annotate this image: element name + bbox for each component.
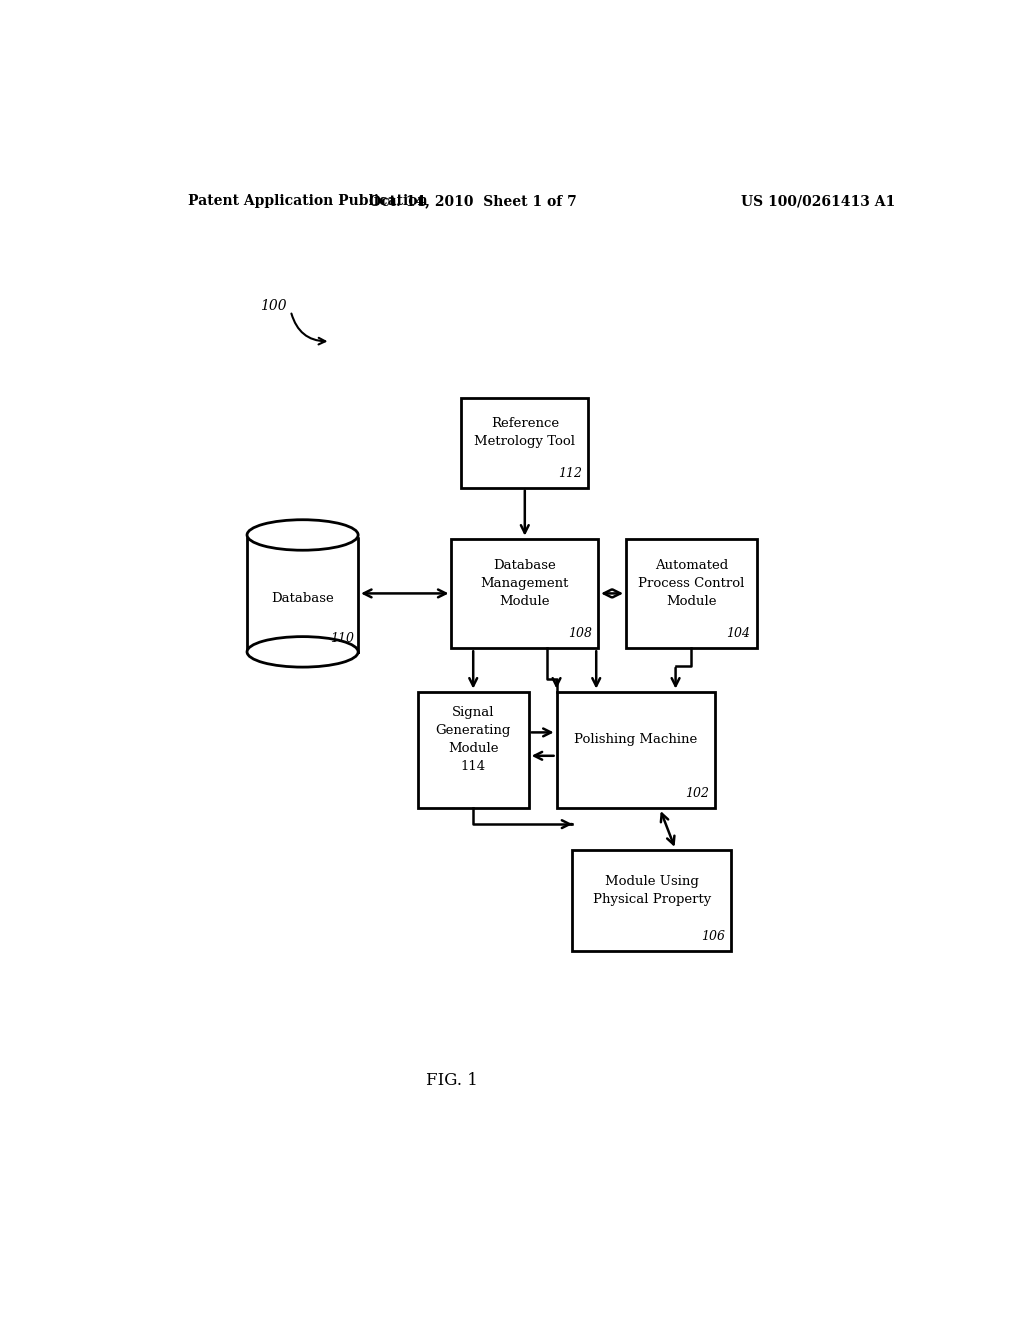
Bar — [461, 399, 588, 487]
Bar — [452, 539, 598, 648]
Text: US 100/0261413 A1: US 100/0261413 A1 — [741, 194, 896, 209]
Text: Polishing Machine: Polishing Machine — [574, 734, 697, 746]
Text: 104: 104 — [727, 627, 751, 640]
Text: Database
Management
Module: Database Management Module — [480, 558, 569, 607]
Text: Reference
Metrology Tool: Reference Metrology Tool — [474, 417, 575, 449]
Text: Automated
Process Control
Module: Automated Process Control Module — [638, 558, 744, 607]
Ellipse shape — [247, 520, 358, 550]
Bar — [572, 850, 731, 952]
Text: Module Using
Physical Property: Module Using Physical Property — [593, 875, 711, 906]
Text: FIG. 1: FIG. 1 — [426, 1072, 477, 1089]
Text: 102: 102 — [685, 787, 709, 800]
Text: Oct. 14, 2010  Sheet 1 of 7: Oct. 14, 2010 Sheet 1 of 7 — [370, 194, 578, 209]
Text: 108: 108 — [568, 627, 592, 640]
Ellipse shape — [247, 636, 358, 667]
Bar — [418, 692, 528, 808]
Bar — [247, 535, 358, 652]
Text: Database: Database — [271, 591, 334, 605]
Text: 106: 106 — [700, 931, 725, 942]
Bar — [557, 692, 716, 808]
Text: 100: 100 — [260, 298, 287, 313]
Text: 110: 110 — [330, 632, 354, 644]
Text: 112: 112 — [558, 466, 582, 479]
Text: Signal
Generating
Module
114: Signal Generating Module 114 — [435, 706, 511, 774]
Text: Patent Application Publication: Patent Application Publication — [187, 194, 427, 209]
Bar — [626, 539, 757, 648]
